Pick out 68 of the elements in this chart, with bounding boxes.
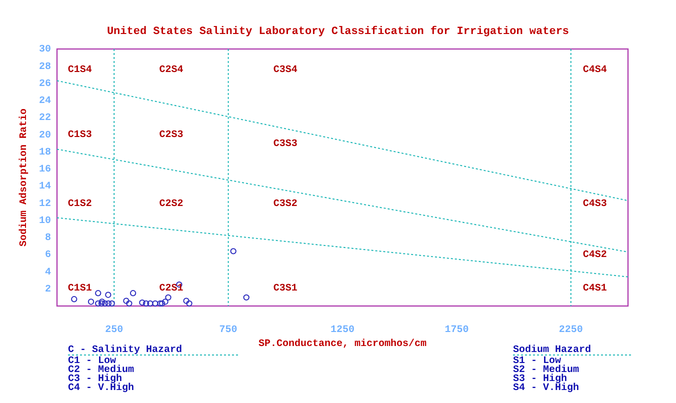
point	[102, 300, 108, 307]
annotation: C4S4	[582, 65, 607, 76]
y-tick-label: 12	[38, 198, 51, 210]
point	[243, 294, 250, 301]
annotation: C3S4	[273, 65, 298, 76]
point	[95, 290, 102, 296]
annotation: C4S1	[582, 284, 607, 295]
point	[158, 300, 166, 307]
point	[108, 300, 115, 307]
annotation: C1S3	[68, 130, 92, 142]
y-axis-title: Sodium Adsorption Ratio	[18, 108, 30, 247]
text: Sodium Hazard	[513, 344, 592, 356]
y-tick-label: 14	[38, 182, 51, 193]
text: S4 - V.High	[513, 382, 580, 394]
point	[105, 300, 112, 307]
point	[98, 298, 106, 305]
point	[139, 299, 146, 306]
y-tick-label: 4	[44, 267, 51, 278]
point	[123, 298, 130, 304]
annotation: C2S1	[159, 284, 184, 295]
point	[71, 296, 78, 302]
y-tick-label: 22	[38, 113, 51, 124]
y-tick-label: 28	[38, 62, 51, 73]
annotation: C2S3	[159, 130, 184, 142]
y-tick-label: 30	[38, 44, 51, 56]
y-tick-label: 24	[38, 96, 51, 108]
point	[162, 298, 168, 305]
annotation: C4S3	[582, 198, 607, 210]
annotation: C3S1	[273, 284, 298, 295]
point	[130, 290, 136, 296]
annotation: C1S2	[68, 198, 92, 210]
chart-title: United States Salinity Laboratory Classification for Irrigation waters	[106, 25, 570, 38]
x-tick-label: 1250	[330, 325, 355, 336]
point	[157, 300, 164, 307]
point	[230, 248, 236, 254]
point	[152, 300, 158, 307]
annotation: C1S4	[68, 65, 92, 76]
y-tick-label: 18	[38, 147, 51, 158]
annotation: C3S2	[273, 198, 298, 210]
point	[95, 300, 102, 307]
x-tick-label: 2250	[558, 325, 583, 336]
annotation: C4S2	[582, 250, 607, 262]
point	[88, 298, 94, 305]
x-axis-title: SP.Conductance, micromhos/cm	[258, 338, 427, 350]
point	[98, 300, 105, 307]
y-tick-label: 26	[38, 78, 51, 90]
y-tick-label: 6	[44, 250, 51, 262]
point	[105, 292, 112, 298]
point	[147, 300, 154, 307]
point	[186, 300, 192, 307]
text: C4 - V.High	[68, 382, 134, 394]
annotation: C1S1	[68, 284, 92, 295]
y-tick-label: 16	[38, 164, 51, 176]
point	[142, 300, 150, 307]
y-tick-label: 20	[38, 130, 51, 142]
y-tick-label: 2	[44, 284, 51, 296]
x-tick-label: 250	[105, 325, 124, 336]
y-tick-label: 10	[38, 216, 51, 227]
annotation: C2S4	[159, 65, 184, 76]
x-tick-label: 1750	[444, 325, 469, 336]
text: C - Salinity Hazard	[68, 344, 182, 356]
point	[126, 300, 132, 307]
x-tick-label: 750	[219, 325, 238, 336]
annotation: C2S2	[159, 198, 184, 210]
point	[165, 294, 172, 301]
point	[183, 298, 190, 304]
y-tick-label: 8	[44, 233, 51, 244]
annotation: C3S3	[273, 138, 298, 150]
